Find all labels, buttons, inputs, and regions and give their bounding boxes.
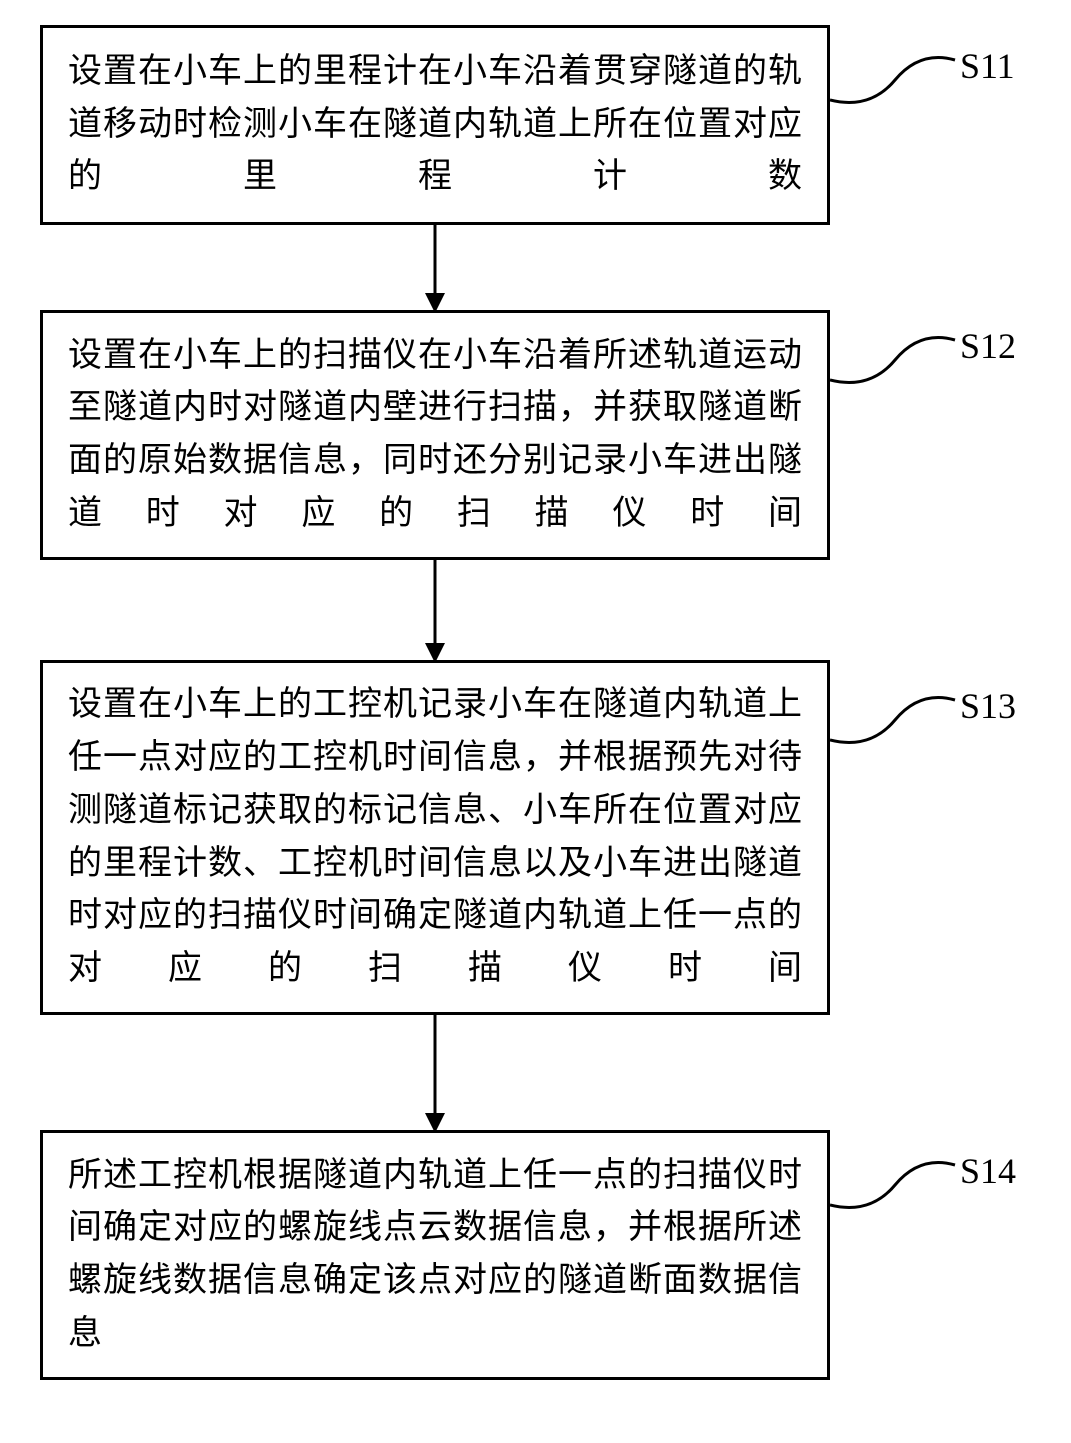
box-text: 所述工控机根据隧道内轨道上任一点的扫描仪时间确定对应的螺旋线点云数据信息，并根据… — [68, 1150, 802, 1361]
box-text: 设置在小车上的工控机记录小车在隧道内轨道上任一点对应的工控机时间信息，并根据预先… — [68, 679, 802, 995]
flowchart-box-s12: 设置在小车上的扫描仪在小车沿着所述轨道运动至隧道内时对隧道内壁进行扫描，并获取隧… — [40, 310, 830, 560]
label-connector-s14 — [830, 1145, 960, 1225]
connector-arrow — [420, 225, 450, 315]
flowchart-container: 设置在小车上的里程计在小车沿着贯穿隧道的轨道移动时检测小车在隧道内轨道上所在位置… — [0, 0, 1071, 1443]
box-text: 设置在小车上的扫描仪在小车沿着所述轨道运动至隧道内时对隧道内壁进行扫描，并获取隧… — [68, 330, 802, 541]
connector-arrow — [420, 1015, 450, 1135]
step-label-s14: S14 — [960, 1150, 1016, 1192]
flowchart-box-s11: 设置在小车上的里程计在小车沿着贯穿隧道的轨道移动时检测小车在隧道内轨道上所在位置… — [40, 25, 830, 225]
step-label-s13: S13 — [960, 685, 1016, 727]
label-connector-s13 — [830, 680, 960, 760]
step-label-s11: S11 — [960, 45, 1015, 87]
connector-arrow — [420, 560, 450, 665]
flowchart-box-s13: 设置在小车上的工控机记录小车在隧道内轨道上任一点对应的工控机时间信息，并根据预先… — [40, 660, 830, 1015]
flowchart-box-s14: 所述工控机根据隧道内轨道上任一点的扫描仪时间确定对应的螺旋线点云数据信息，并根据… — [40, 1130, 830, 1380]
label-connector-s12 — [830, 320, 960, 400]
box-text: 设置在小车上的里程计在小车沿着贯穿隧道的轨道移动时检测小车在隧道内轨道上所在位置… — [68, 46, 802, 204]
step-label-s12: S12 — [960, 325, 1016, 367]
label-connector-s11 — [830, 40, 960, 120]
